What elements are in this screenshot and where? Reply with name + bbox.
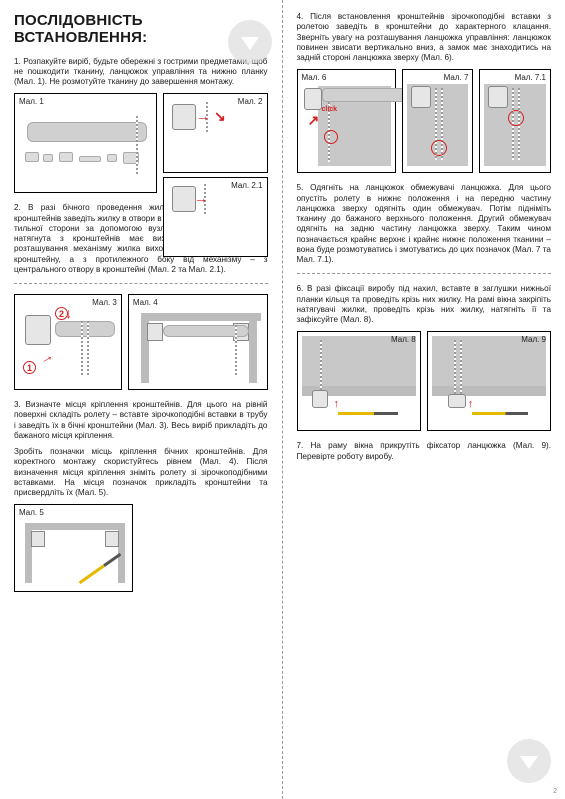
right-column: 4. Після встановлення кронштейнів зірочк… (283, 0, 565, 799)
figure-4-label: Мал. 4 (133, 298, 158, 307)
page: ПОСЛІДОВНІСТЬ ВСТАНОВЛЕННЯ: 1. Розпакуйт… (0, 0, 565, 799)
figure-row-3: Мал. 5 (14, 504, 268, 592)
step-6-text: 6. В разі фіксації виробу під нахил, вст… (297, 284, 552, 325)
figure-2-stack: Мал. 2 → ↘ Мал. 2.1 → (163, 93, 267, 193)
step-4-text: 4. Після встановлення кронштейнів зірочк… (297, 12, 552, 63)
figure-row-1: Мал. 1 Мал. 2 → ↘ Мал. 2. (14, 93, 268, 193)
figure-1: Мал. 1 (14, 93, 157, 193)
figure-7-1-label: Мал. 7.1 (515, 73, 546, 82)
figure-3: Мал. 3 1 2 → ↓ (14, 294, 122, 390)
figure-7-label: Мал. 7 (444, 73, 469, 82)
watermark-icon-2 (507, 739, 551, 783)
figure-2: Мал. 2 → ↘ (163, 93, 267, 173)
figure-9: Мал. 9 ↑ (427, 331, 551, 431)
figure-row-2: Мал. 3 1 2 → ↓ Мал. 4 (14, 294, 268, 390)
figure-2-1: Мал. 2.1 → (163, 177, 267, 257)
figure-7: Мал. 7 (402, 69, 474, 173)
step-3b-text: Зробіть позначки місць кріплення бічних … (14, 447, 268, 498)
figure-8-label: Мал. 8 (391, 335, 416, 344)
page-number: 2 (553, 788, 557, 795)
section-divider-2 (297, 273, 552, 274)
figure-5: Мал. 5 (14, 504, 133, 592)
figure-2-1-label: Мал. 2.1 (231, 181, 262, 190)
figure-8: Мал. 8 ↑ (297, 331, 421, 431)
step-5-text: 5. Одягніть на ланцюжок обмежувачі ланцю… (297, 183, 552, 265)
watermark-icon (228, 20, 272, 64)
figure-row-4: Мал. 6 ↗ click Мал. 7 Мал. 7.1 (297, 69, 552, 173)
figure-1-label: Мал. 1 (19, 97, 44, 106)
step-1-text: 1. Розпакуйте виріб, будьте обережні з г… (14, 57, 268, 88)
section-divider-1 (14, 283, 268, 284)
step-7-text: 7. На раму вікна прикрутіть фіксатор лан… (297, 441, 552, 462)
figure-6-label: Мал. 6 (302, 73, 327, 82)
left-column: ПОСЛІДОВНІСТЬ ВСТАНОВЛЕННЯ: 1. Розпакуйт… (0, 0, 283, 799)
figure-4: Мал. 4 (128, 294, 268, 390)
figure-9-label: Мал. 9 (521, 335, 546, 344)
click-label: click (322, 106, 338, 113)
figure-2-label: Мал. 2 (238, 97, 263, 106)
badge-1: 1 (23, 361, 36, 374)
figure-3-label: Мал. 3 (92, 298, 117, 307)
figure-6: Мал. 6 ↗ click (297, 69, 396, 173)
step-3a-text: 3. Визначте місця кріплення кронштейнів.… (14, 400, 268, 441)
figure-5-label: Мал. 5 (19, 508, 44, 517)
figure-7-1: Мал. 7.1 (479, 69, 551, 173)
figure-row-5: Мал. 8 ↑ Мал. 9 ↑ (297, 331, 552, 431)
